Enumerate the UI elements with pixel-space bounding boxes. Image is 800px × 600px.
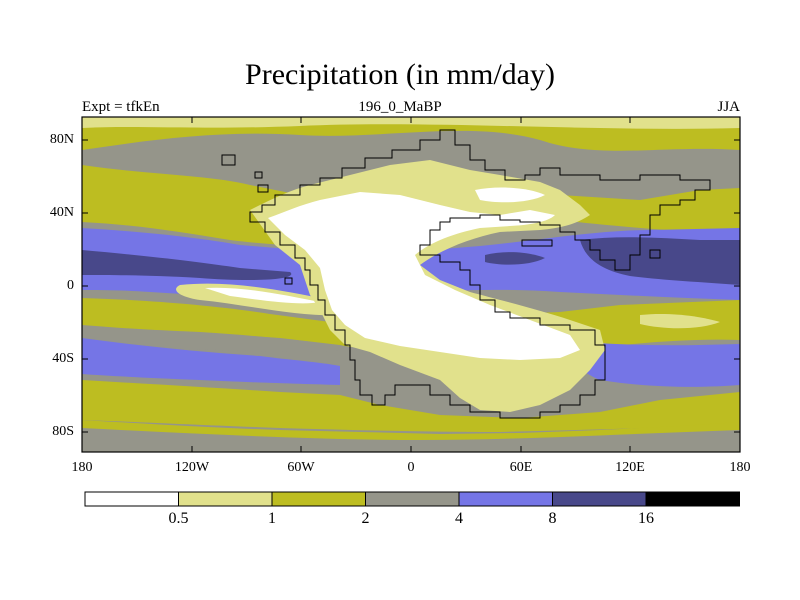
island-outline-4 [521, 239, 553, 247]
experiment-label: Expt = tfkEn [82, 99, 160, 115]
lon-label-60e: 60E [509, 460, 533, 475]
lat-label-80n: 80N [49, 132, 74, 147]
lon-label-120e: 120E [615, 460, 645, 475]
island-outline-3 [257, 184, 269, 193]
lon-label-180w: 180 [71, 460, 93, 475]
lon-label-120w: 120W [174, 460, 210, 475]
colorbar-label-4: 4 [455, 510, 463, 527]
island-outline-5 [284, 277, 293, 285]
coastline [249, 129, 711, 419]
south-blue-band [82, 338, 340, 385]
colorbar-box-2 [271, 491, 366, 507]
colorbar-label-0-5: 0.5 [168, 510, 189, 527]
island-outline-6 [649, 249, 661, 259]
lat-label-80s: 80S [52, 424, 74, 439]
colorbar [84, 491, 740, 507]
lat-label-40s: 40S [52, 351, 74, 366]
north-tropical-core [82, 250, 292, 280]
east-tropical-core [580, 237, 740, 285]
antarctic-grey [82, 428, 740, 452]
colorbar-box-1 [178, 491, 273, 507]
island-outline-2 [254, 171, 263, 179]
south-grey-band [82, 326, 360, 352]
lon-label-60w: 60W [287, 460, 315, 475]
north-dry-core [475, 187, 545, 203]
plot-title: Precipitation (in mm/day) [245, 58, 555, 91]
colorbar-box-6 [645, 491, 740, 507]
lat-label-0: 0 [67, 278, 74, 293]
colorbar-box-4 [458, 491, 553, 507]
lat-label-40n: 40N [49, 205, 74, 220]
equatorial-strip-core [205, 287, 320, 304]
colorbar-label-16: 16 [638, 510, 654, 527]
colorbar-label-2: 2 [361, 510, 370, 527]
colorbar-box-0 [84, 491, 179, 507]
east-pacific-patch [640, 313, 720, 329]
colorbar-box-3 [365, 491, 460, 507]
south-dry-patch [490, 382, 560, 405]
season-label: JJA [717, 99, 740, 115]
colorbar-label-8: 8 [548, 510, 557, 527]
colorbar-label-1: 1 [268, 510, 276, 527]
colorbar-box-5 [552, 491, 647, 507]
central-tropical-core [485, 252, 545, 265]
lon-label-180e: 180 [729, 460, 751, 475]
southern-ocean-band [82, 380, 740, 432]
continent-dry-core [268, 192, 580, 360]
lat-ticks [82, 139, 740, 433]
lon-label-0: 0 [407, 460, 415, 475]
island-outline-1 [221, 154, 236, 166]
lon-ticks [81, 117, 741, 452]
period-label: 196_0_MaBP [358, 99, 442, 115]
